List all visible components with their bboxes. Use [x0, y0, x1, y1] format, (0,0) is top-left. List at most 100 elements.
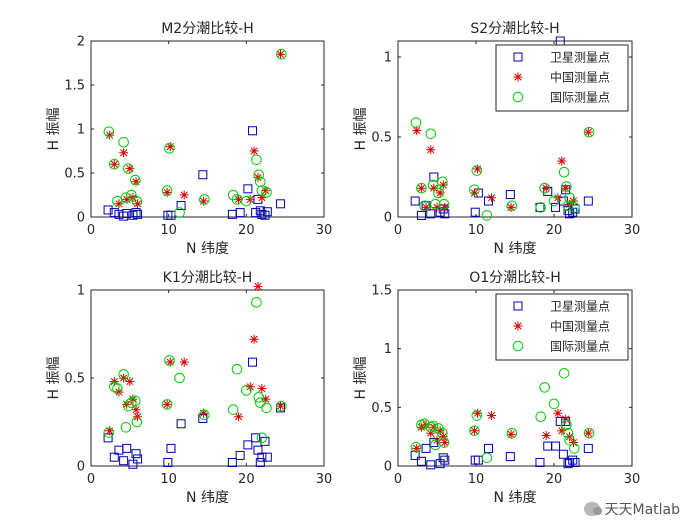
data-point	[262, 207, 272, 217]
data-point	[435, 426, 445, 436]
x-tick-label: 10	[160, 472, 177, 487]
data-point	[260, 436, 270, 446]
y-tick-label: 1.5	[64, 79, 85, 94]
data-point	[162, 187, 172, 197]
data-point	[253, 392, 265, 403]
data-point	[564, 192, 575, 204]
data-point	[426, 209, 436, 219]
data-point	[435, 207, 445, 217]
x-tick-label: 20	[546, 223, 563, 238]
data-point	[470, 207, 480, 217]
data-point	[561, 183, 571, 193]
data-point	[469, 425, 480, 437]
data-point	[199, 196, 209, 206]
data-point	[129, 395, 141, 407]
x-tick-label: 10	[468, 223, 485, 238]
data-point	[471, 410, 483, 421]
data-point	[548, 398, 560, 410]
legend-label: 卫星测量点	[550, 300, 610, 314]
series-circle	[410, 368, 595, 464]
data-point	[162, 399, 172, 409]
data-point	[231, 363, 243, 375]
data-point	[131, 416, 143, 428]
data-point	[551, 441, 561, 451]
data-point	[505, 190, 515, 200]
data-point	[255, 457, 265, 467]
data-point	[541, 183, 551, 193]
data-point	[174, 372, 185, 384]
data-point	[438, 180, 448, 190]
data-point	[235, 450, 245, 460]
data-point	[583, 196, 593, 206]
y-axis-label: H 振幅	[353, 108, 369, 151]
data-point	[103, 427, 115, 438]
data-point	[432, 202, 442, 212]
data-point	[105, 426, 115, 436]
data-point	[118, 136, 129, 148]
data-point	[410, 196, 420, 206]
data-point	[176, 419, 186, 429]
y-tick-label: 0.5	[371, 401, 392, 416]
data-point	[119, 211, 129, 221]
y-tick-label: 0	[384, 460, 392, 475]
y-axis-label: H 振幅	[46, 357, 62, 400]
chart-title: S2分潮比较-H	[470, 21, 559, 37]
data-point	[487, 411, 497, 421]
data-point	[261, 402, 272, 414]
y-tick-label: 1	[77, 284, 85, 299]
subplot-4: 0 10 20 30 0 0.5 1 1.5 O1分潮比较-H N 纬度 H 振幅 卫星测量点中国测量…	[353, 270, 640, 506]
legend-label: 卫星测量点	[550, 51, 610, 65]
data-point	[118, 369, 129, 380]
x-tick-label: 20	[546, 472, 563, 487]
data-point	[131, 405, 141, 415]
data-point	[565, 199, 575, 209]
y-tick-label: 1	[384, 342, 392, 357]
data-point	[105, 130, 115, 140]
data-point	[570, 457, 580, 467]
data-point	[562, 200, 574, 212]
data-point	[245, 194, 255, 204]
data-point	[122, 443, 132, 453]
series-asterisk	[412, 408, 593, 453]
data-point	[256, 432, 268, 444]
data-point	[483, 443, 493, 453]
data-point	[235, 208, 245, 218]
data-point	[416, 456, 426, 466]
data-point	[416, 182, 427, 194]
y-tick-label: 0	[384, 211, 392, 226]
y-tick-label: 1.5	[371, 284, 392, 299]
legend-label: 中国测量点	[550, 319, 610, 334]
data-point	[425, 128, 437, 140]
data-point	[429, 183, 439, 193]
data-point	[161, 185, 173, 196]
x-tick-label: 20	[238, 223, 255, 238]
data-point	[131, 177, 141, 187]
data-point	[426, 428, 436, 438]
data-point	[179, 190, 189, 200]
data-point	[469, 184, 480, 196]
series-asterisk	[105, 281, 286, 436]
data-point	[131, 208, 141, 218]
data-point	[122, 400, 134, 412]
x-tick-label: 20	[238, 472, 255, 487]
data-point	[133, 209, 143, 219]
data-point	[539, 182, 550, 194]
y-tick-label: 0.5	[64, 372, 85, 387]
data-point	[103, 205, 113, 215]
data-point	[469, 426, 479, 436]
data-point	[557, 156, 567, 166]
data-point	[565, 457, 575, 467]
legend-marker	[513, 301, 523, 311]
x-tick-label: 0	[394, 472, 402, 487]
data-point	[174, 207, 185, 218]
subplot-3: 0 10 20 30 0 0.5 1 K1分潮比较-H N 纬度 H 振幅	[46, 270, 332, 506]
series-square	[103, 357, 286, 469]
x-axis-label: N 纬度	[494, 490, 537, 506]
data-point	[543, 186, 553, 196]
data-point	[506, 429, 516, 439]
y-tick-label: 0.5	[64, 167, 85, 182]
data-point	[234, 412, 244, 422]
data-point	[241, 195, 252, 207]
